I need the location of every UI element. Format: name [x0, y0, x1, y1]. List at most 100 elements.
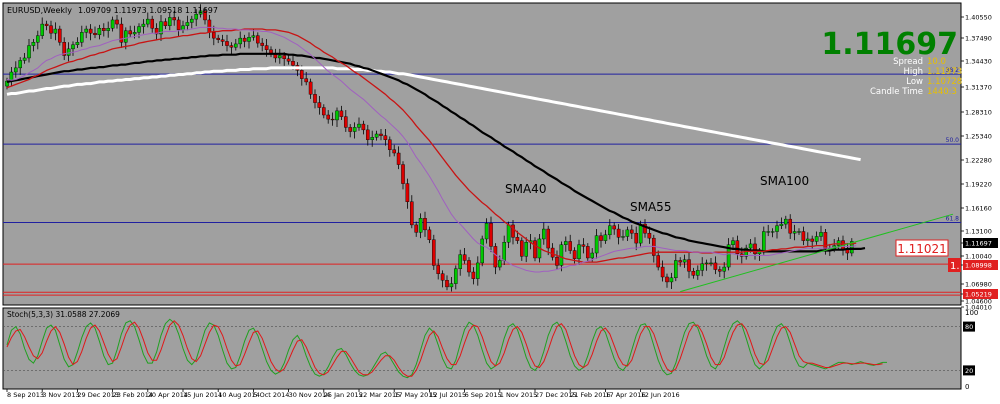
candle[interactable] [665, 273, 669, 288]
candle[interactable] [458, 249, 463, 276]
candle[interactable] [344, 110, 348, 132]
candle[interactable] [480, 235, 485, 267]
candle[interactable] [388, 136, 392, 157]
candle[interactable] [682, 254, 687, 268]
candle[interactable] [238, 31, 243, 49]
candle[interactable] [564, 236, 568, 252]
candle[interactable] [559, 241, 564, 272]
candle[interactable] [159, 14, 163, 42]
candle[interactable] [396, 146, 401, 170]
candle[interactable] [66, 42, 71, 62]
candle[interactable] [84, 25, 88, 39]
candle[interactable] [542, 222, 546, 245]
candle[interactable] [167, 12, 172, 31]
candle[interactable] [339, 105, 344, 120]
candle[interactable] [775, 220, 779, 239]
candle[interactable] [211, 25, 216, 46]
candle[interactable] [704, 259, 709, 271]
candle[interactable] [656, 250, 660, 271]
candle[interactable] [731, 237, 735, 250]
candle[interactable] [414, 221, 419, 237]
candle[interactable] [643, 219, 647, 238]
candle[interactable] [814, 231, 819, 245]
candle[interactable] [71, 41, 75, 56]
candle[interactable] [586, 243, 590, 262]
candle[interactable] [229, 42, 234, 55]
candle[interactable] [256, 32, 260, 48]
sma55-line[interactable] [6, 28, 857, 263]
candle[interactable] [216, 34, 221, 44]
candle[interactable] [603, 229, 608, 244]
candle[interactable] [370, 130, 375, 147]
candle[interactable] [110, 16, 115, 32]
candle[interactable] [467, 257, 471, 277]
candle[interactable] [49, 20, 53, 39]
candle[interactable] [555, 250, 559, 270]
candle[interactable] [93, 26, 97, 39]
candle[interactable] [40, 17, 44, 39]
candle[interactable] [220, 34, 225, 46]
candle[interactable] [612, 222, 616, 235]
candle[interactable] [27, 38, 31, 63]
candle[interactable] [172, 10, 177, 26]
candle[interactable] [101, 23, 106, 37]
candle[interactable] [198, 4, 203, 18]
candle[interactable] [405, 178, 410, 209]
candle[interactable] [154, 23, 159, 40]
candle[interactable] [115, 14, 119, 29]
candle[interactable] [806, 232, 810, 247]
candle[interactable] [493, 243, 498, 275]
candle[interactable] [357, 117, 361, 131]
candle[interactable] [784, 215, 788, 229]
candle[interactable] [427, 226, 432, 244]
candle[interactable] [22, 53, 27, 64]
candle[interactable] [423, 211, 427, 237]
candle[interactable] [383, 129, 388, 146]
candle[interactable] [322, 104, 326, 119]
candle[interactable] [621, 229, 625, 241]
candle[interactable] [484, 218, 489, 244]
candle[interactable] [278, 48, 282, 64]
sma100-line[interactable] [6, 52, 866, 253]
candle[interactable] [247, 32, 251, 49]
candle[interactable] [440, 270, 445, 288]
candle[interactable] [410, 195, 414, 229]
candle[interactable] [616, 224, 621, 245]
candle[interactable] [577, 239, 581, 265]
candle[interactable] [700, 257, 704, 277]
candle[interactable] [735, 235, 740, 260]
candle[interactable] [176, 16, 181, 37]
candle[interactable] [53, 22, 58, 41]
candle[interactable] [106, 21, 110, 38]
candle[interactable] [150, 15, 155, 33]
candle[interactable] [36, 30, 40, 50]
candle[interactable] [792, 224, 797, 241]
candle[interactable] [58, 25, 62, 46]
candle[interactable] [326, 110, 331, 124]
candle[interactable] [678, 257, 682, 267]
candle[interactable] [304, 72, 309, 86]
candle[interactable] [696, 265, 700, 280]
candle[interactable] [13, 61, 18, 78]
candle[interactable] [687, 253, 691, 279]
candle[interactable] [801, 226, 806, 246]
stoch-signal-line[interactable] [6, 320, 883, 377]
candle[interactable] [379, 129, 383, 141]
candle[interactable] [233, 38, 238, 51]
candle[interactable] [308, 78, 313, 99]
candle[interactable] [709, 257, 713, 267]
candle[interactable] [374, 130, 379, 141]
candle[interactable] [18, 57, 23, 75]
candle[interactable] [647, 226, 652, 244]
candle[interactable] [511, 219, 515, 245]
candle[interactable] [779, 217, 784, 230]
candle[interactable] [79, 25, 84, 47]
candle[interactable] [770, 228, 775, 238]
candle[interactable] [330, 112, 335, 126]
candle[interactable] [524, 237, 528, 263]
candle[interactable] [599, 232, 603, 248]
candle[interactable] [819, 225, 823, 242]
candle[interactable] [533, 237, 537, 262]
candle[interactable] [608, 219, 612, 240]
candle[interactable] [660, 260, 665, 282]
